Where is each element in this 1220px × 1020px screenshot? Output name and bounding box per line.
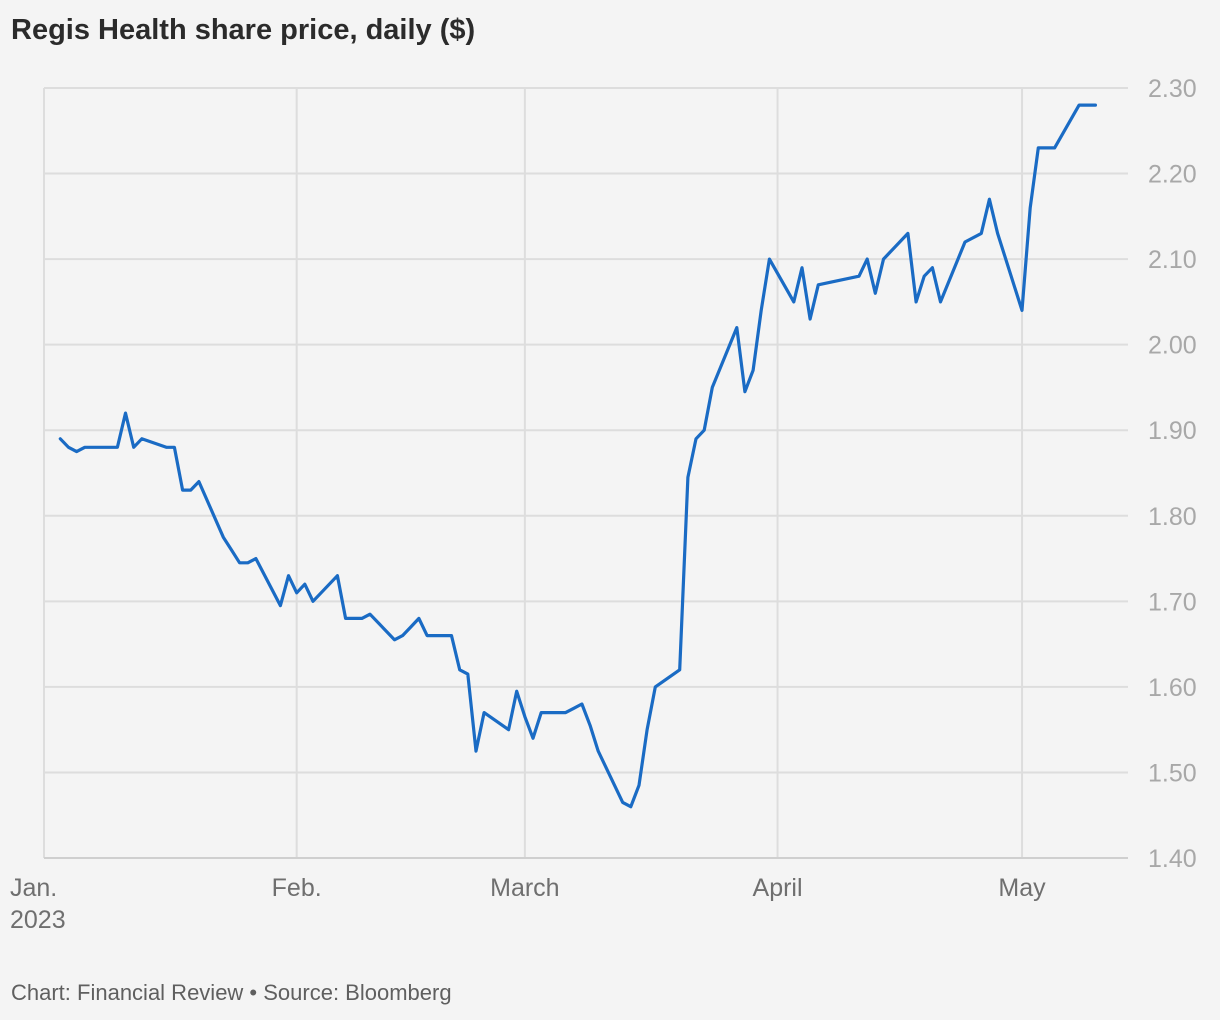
chart-title: Regis Health share price, daily ($): [11, 14, 476, 46]
x-tick-label: May: [998, 874, 1046, 902]
line-chart: 1.40 1.50 1.60 1.70 1.80 1.90 2.00 2.10 2.20 2.30…: [10, 75, 1197, 934]
x-gridlines: [43, 88, 1024, 858]
x-tick-label: Jan.: [10, 874, 57, 902]
y-tick-label: 1.40: [1148, 845, 1197, 873]
y-tick-label: 1.90: [1148, 417, 1197, 445]
y-tick-label: 2.20: [1148, 161, 1197, 189]
series-line: [58, 103, 1098, 809]
x-tick-sublabel: 2023: [10, 906, 66, 934]
series-group: [58, 103, 1098, 809]
separator-text: •: [243, 980, 264, 1005]
y-tick-label: 1.80: [1148, 503, 1197, 531]
y-tick-labels: 1.40 1.50 1.60 1.70 1.80 1.90 2.00 2.10 2.20 2.30: [1148, 75, 1197, 873]
y-tick-label: 2.10: [1148, 246, 1197, 274]
y-tick-label: 2.00: [1148, 332, 1197, 360]
y-tick-label: 1.50: [1148, 759, 1197, 787]
y-tick-label: 1.60: [1148, 674, 1197, 702]
y-gridlines: [44, 87, 1128, 859]
x-tick-labels: Jan. 2023 Feb. March April May: [10, 874, 1046, 934]
x-tick-label: April: [753, 874, 803, 902]
x-tick-label: March: [490, 874, 559, 902]
y-tick-label: 1.70: [1148, 588, 1197, 616]
x-tick-label: Feb.: [272, 874, 322, 902]
y-tick-label: 2.30: [1148, 75, 1197, 103]
chart-footer: Chart: Financial Review • Source: Bloomb…: [11, 980, 452, 1006]
source-text: Source: Bloomberg: [263, 980, 452, 1005]
credit-text: Chart: Financial Review: [11, 980, 244, 1005]
